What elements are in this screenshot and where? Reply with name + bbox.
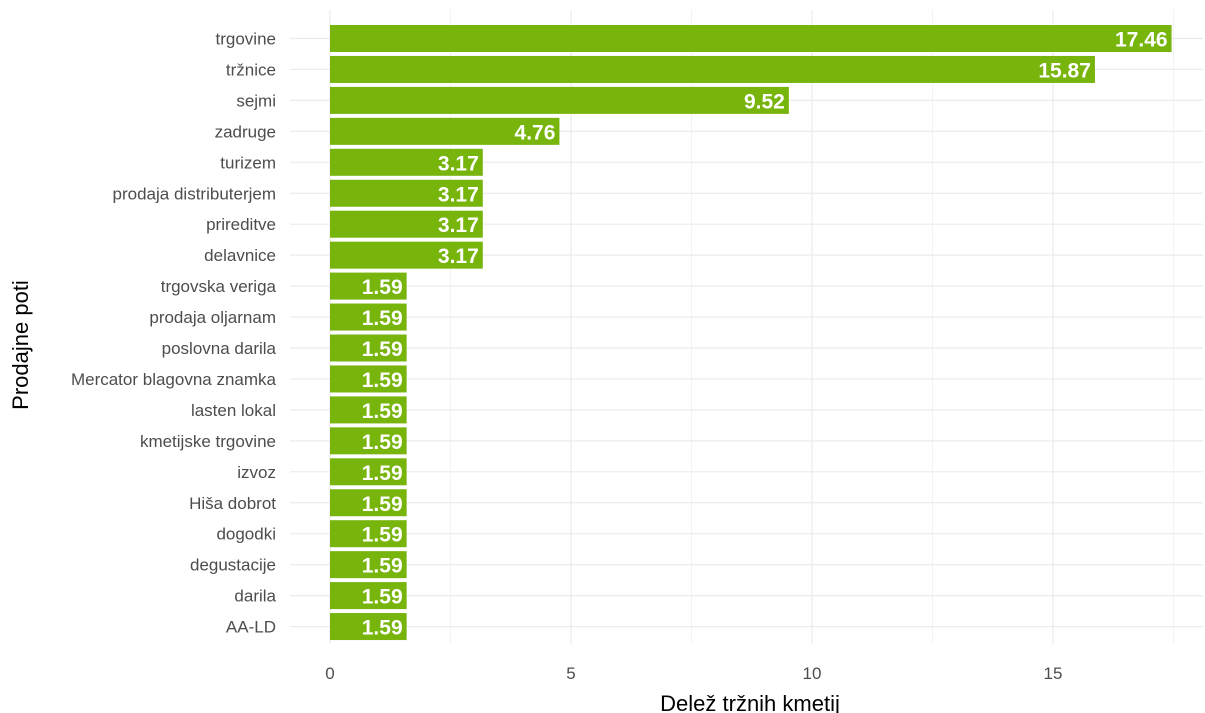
bar-value-label: 9.52 bbox=[744, 90, 785, 113]
category-label: trgovine bbox=[216, 30, 276, 49]
bar-value-label: 3.17 bbox=[438, 245, 479, 268]
bar bbox=[330, 582, 407, 610]
bar bbox=[330, 210, 483, 238]
category-label: Mercator blagovna znamka bbox=[71, 370, 277, 389]
category-label: dogodki bbox=[216, 525, 276, 544]
bar-value-label: 1.59 bbox=[362, 524, 403, 547]
x-tick-label: 5 bbox=[566, 664, 575, 683]
bar-value-label: 3.17 bbox=[438, 214, 479, 237]
bar-value-label: 1.59 bbox=[362, 555, 403, 578]
category-label: prodaja distributerjem bbox=[113, 184, 276, 203]
x-tick-label: 15 bbox=[1044, 664, 1063, 683]
bars bbox=[330, 25, 1172, 641]
bar-value-label: 4.76 bbox=[515, 121, 556, 144]
bar bbox=[330, 241, 483, 269]
bar-value-label: 1.59 bbox=[362, 431, 403, 454]
bar bbox=[330, 365, 407, 393]
category-labels: trgovine tržnice sejmi zadruge turizem prodaj… bbox=[71, 30, 277, 637]
bar-value-label: 3.17 bbox=[438, 183, 479, 206]
x-tick-label: 10 bbox=[803, 664, 822, 683]
bar-value-label: 15.87 bbox=[1038, 59, 1091, 82]
bar-value-label: 1.59 bbox=[362, 369, 403, 392]
bar-value-label: 1.59 bbox=[362, 617, 403, 640]
category-label: lasten lokal bbox=[191, 401, 276, 420]
bar-value-label: 1.59 bbox=[362, 307, 403, 330]
category-label: delavnice bbox=[204, 246, 276, 265]
bar bbox=[330, 303, 407, 331]
category-label: tržnice bbox=[226, 60, 276, 79]
bar bbox=[330, 272, 407, 300]
x-axis-title: Delež tržnih kmetij bbox=[660, 691, 840, 713]
category-label: Hiša dobrot bbox=[189, 494, 276, 513]
bar-value-label: 17.46 bbox=[1115, 29, 1168, 52]
x-tick-label: 0 bbox=[325, 664, 334, 683]
x-tick-labels: 0 5 10 15 bbox=[325, 664, 1062, 683]
category-label: trgovska veriga bbox=[161, 277, 277, 296]
bar bbox=[330, 25, 1172, 52]
bar-value-label: 1.59 bbox=[362, 338, 403, 361]
bar bbox=[330, 520, 407, 548]
category-label: AA-LD bbox=[226, 618, 276, 637]
bar-value-label: 1.59 bbox=[362, 276, 403, 299]
bar bbox=[330, 489, 407, 517]
bar bbox=[330, 117, 560, 145]
category-label: izvoz bbox=[237, 463, 276, 482]
bar bbox=[330, 86, 789, 114]
bar-value-label: 1.59 bbox=[362, 493, 403, 516]
category-label: prodaja oljarnam bbox=[149, 308, 276, 327]
y-axis-title: Prodajne poti bbox=[8, 280, 33, 410]
bar-value-label: 1.59 bbox=[362, 586, 403, 609]
bar bbox=[330, 613, 407, 641]
category-label: prireditve bbox=[206, 215, 276, 234]
category-label: darila bbox=[234, 587, 276, 606]
bar bbox=[330, 179, 483, 207]
bar bbox=[330, 551, 407, 579]
value-labels: 17.46 15.87 9.52 4.76 3.17 3.17 3.17 3.17 1.59 1.… bbox=[362, 29, 1168, 640]
bar bbox=[330, 427, 407, 455]
bar bbox=[330, 458, 407, 486]
bar-value-label: 3.17 bbox=[438, 152, 479, 175]
category-label: poslovna darila bbox=[162, 339, 277, 358]
category-label: kmetijske trgovine bbox=[140, 432, 276, 451]
category-label: sejmi bbox=[236, 91, 276, 110]
category-label: degustacije bbox=[190, 556, 276, 575]
bar-value-label: 1.59 bbox=[362, 462, 403, 485]
category-label: turizem bbox=[220, 153, 276, 172]
bar bbox=[330, 55, 1095, 83]
category-label: zadruge bbox=[215, 122, 276, 141]
bar-value-label: 1.59 bbox=[362, 400, 403, 423]
bar bbox=[330, 396, 407, 424]
bar bbox=[330, 334, 407, 362]
bar bbox=[330, 148, 483, 176]
